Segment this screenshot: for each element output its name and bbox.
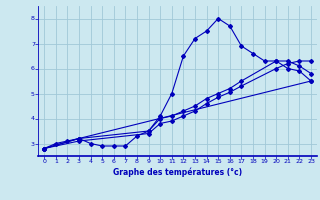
X-axis label: Graphe des températures (°c): Graphe des températures (°c) xyxy=(113,167,242,177)
